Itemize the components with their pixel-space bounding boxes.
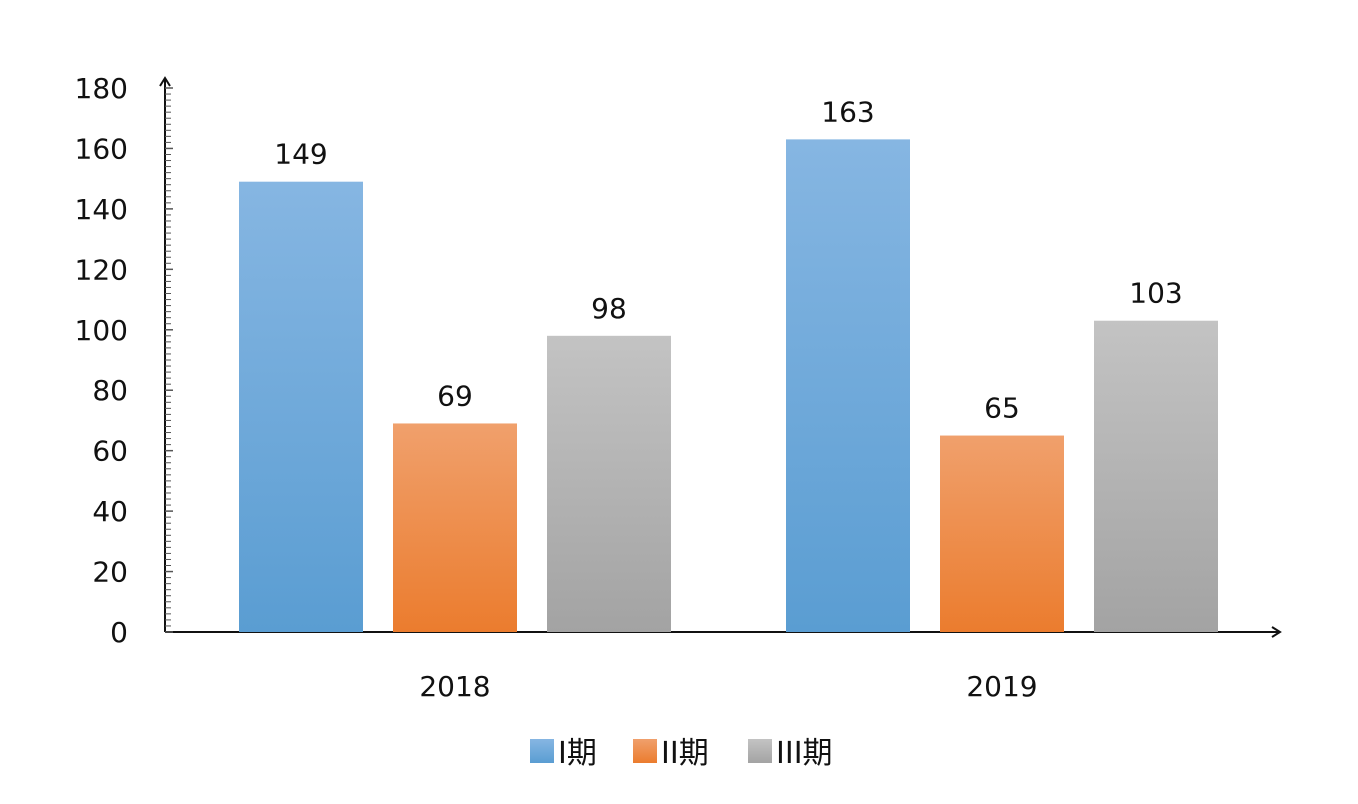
y-tick-label: 80 [92,374,128,407]
bar [1094,320,1218,632]
legend-swatch [748,739,772,763]
x-category-label: 2018 [419,670,490,703]
data-label: 103 [1129,277,1182,310]
y-tick-label: 40 [92,495,128,528]
bar [547,335,671,632]
legend-label: II期 [661,736,709,771]
bar [239,181,363,632]
x-axis-arrow [1271,626,1282,638]
y-tick-label: 180 [75,72,128,105]
data-label: 65 [984,392,1020,425]
data-label: 163 [821,95,874,128]
y-tick-label: 120 [75,253,128,286]
legend-label: III期 [776,736,833,771]
y-tick-label: 0 [110,616,128,649]
legend: I期 II期 III期 [530,736,833,771]
legend-label: I期 [558,736,597,771]
legend-swatch [633,739,657,763]
bar [393,423,517,632]
y-axis-arrow [159,76,171,87]
bar [940,435,1064,632]
data-label: 149 [274,138,327,171]
y-tick-label: 160 [75,132,128,165]
labels-group: 149 69 98 2018 163 65 103 2019 [274,95,1182,703]
y-tick-label: 60 [92,435,128,468]
data-label: 98 [591,292,627,325]
y-tick-label: 20 [92,556,128,589]
bar [786,139,910,632]
bars-group [239,139,1218,632]
y-tick-label: 140 [75,193,128,226]
data-label: 69 [437,379,473,412]
x-category-label: 2019 [966,670,1037,703]
y-tick-label: 100 [75,314,128,347]
legend-swatch [530,739,554,763]
